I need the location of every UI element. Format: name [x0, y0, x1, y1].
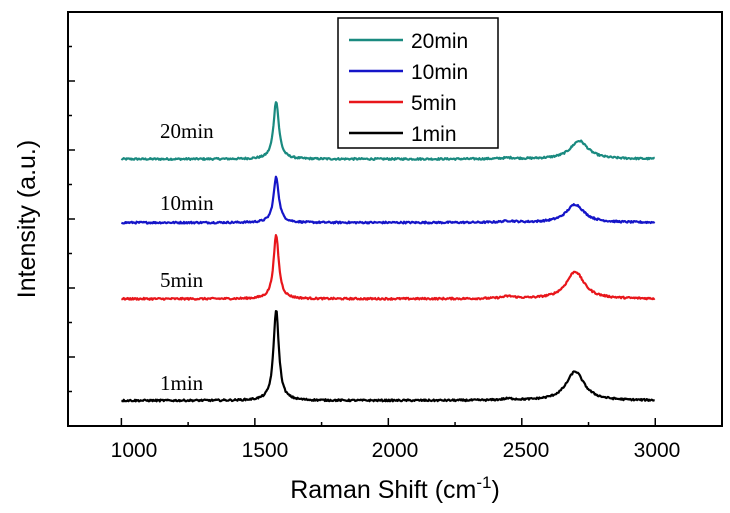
y-axis-title: Intensity (a.u.): [13, 140, 41, 298]
x-tick-label-1000: 1000: [111, 439, 158, 462]
series-group: [120, 101, 656, 403]
series-line-10min: [121, 175, 656, 225]
annotation-1min: 1min: [160, 371, 204, 395]
legend-label-1min: 1min: [411, 123, 457, 146]
series-line-1min: [121, 310, 656, 403]
x-axis-title-superscript: -1: [476, 473, 491, 492]
x-axis-title-close: ): [491, 476, 499, 504]
legend: 20min 10min 5min 1min: [337, 17, 499, 149]
x-axis-title: Raman Shift (cm-1): [290, 473, 500, 504]
y-axis-ticks: [68, 45, 75, 393]
series-line-20min: [120, 101, 656, 161]
x-tick-label-2000: 2000: [372, 439, 419, 462]
x-tick-labels: 1000 1500 2000 2500 3000: [111, 439, 681, 462]
x-axis-ticks: [120, 418, 657, 426]
series-line-5min: [121, 234, 656, 301]
annotation-5min: 5min: [160, 268, 204, 292]
x-tick-label-2500: 2500: [503, 439, 550, 462]
x-tick-label-1500: 1500: [242, 439, 289, 462]
x-tick-label-3000: 3000: [634, 439, 681, 462]
legend-label-5min: 5min: [411, 92, 457, 115]
annotation-20min: 20min: [160, 119, 214, 143]
annotation-10min: 10min: [160, 191, 214, 215]
legend-label-20min: 20min: [411, 30, 468, 53]
legend-label-10min: 10min: [411, 61, 468, 84]
x-axis-title-main: Raman Shift (cm: [290, 476, 476, 504]
